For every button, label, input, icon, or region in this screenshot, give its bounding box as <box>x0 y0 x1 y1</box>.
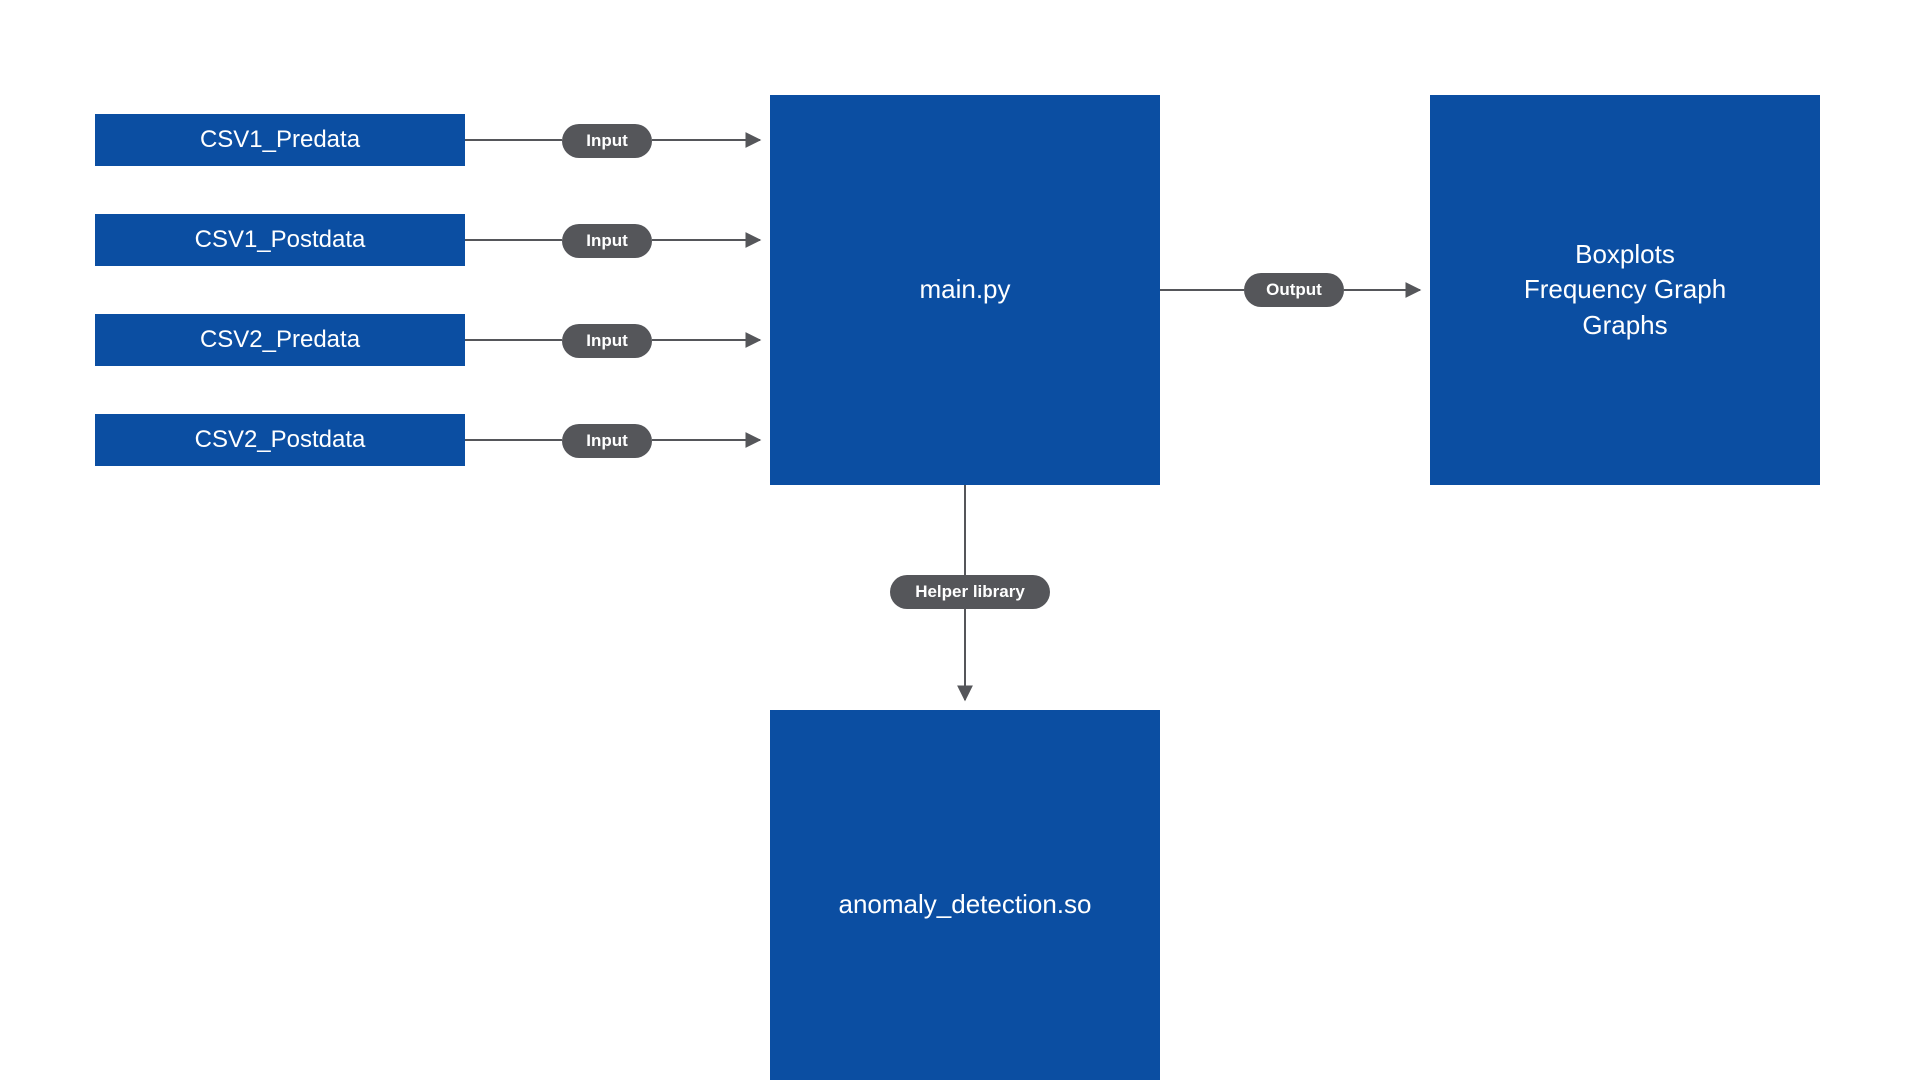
pill-text: Input <box>586 131 628 151</box>
node-label: anomaly_detection.so <box>839 887 1092 922</box>
pill-text: Input <box>586 431 628 451</box>
node-outputs: Boxplots Frequency Graph Graphs <box>1430 95 1820 485</box>
edge-label-input-4: Input <box>562 424 652 458</box>
pill-text: Input <box>586 331 628 351</box>
node-label: Boxplots Frequency Graph Graphs <box>1524 237 1726 342</box>
node-csv1-predata: CSV1_Predata <box>95 114 465 166</box>
edge-label-input-3: Input <box>562 324 652 358</box>
node-main-py: main.py <box>770 95 1160 485</box>
node-anomaly-detection: anomaly_detection.so <box>770 710 1160 1080</box>
edge-label-input-2: Input <box>562 224 652 258</box>
edge-label-helper-library: Helper library <box>890 575 1050 609</box>
node-csv2-predata: CSV2_Predata <box>95 314 465 366</box>
node-label: CSV1_Predata <box>200 124 360 156</box>
node-label: main.py <box>919 272 1010 307</box>
diagram-canvas: { "type": "flowchart", "background_color… <box>0 0 1920 1080</box>
pill-text: Input <box>586 231 628 251</box>
edge-label-input-1: Input <box>562 124 652 158</box>
pill-text: Helper library <box>915 582 1025 602</box>
node-label: CSV2_Postdata <box>195 424 366 456</box>
node-label: CSV1_Postdata <box>195 224 366 256</box>
node-csv2-postdata: CSV2_Postdata <box>95 414 465 466</box>
node-label: CSV2_Predata <box>200 324 360 356</box>
node-csv1-postdata: CSV1_Postdata <box>95 214 465 266</box>
edge-label-output: Output <box>1244 273 1344 307</box>
pill-text: Output <box>1266 280 1322 300</box>
